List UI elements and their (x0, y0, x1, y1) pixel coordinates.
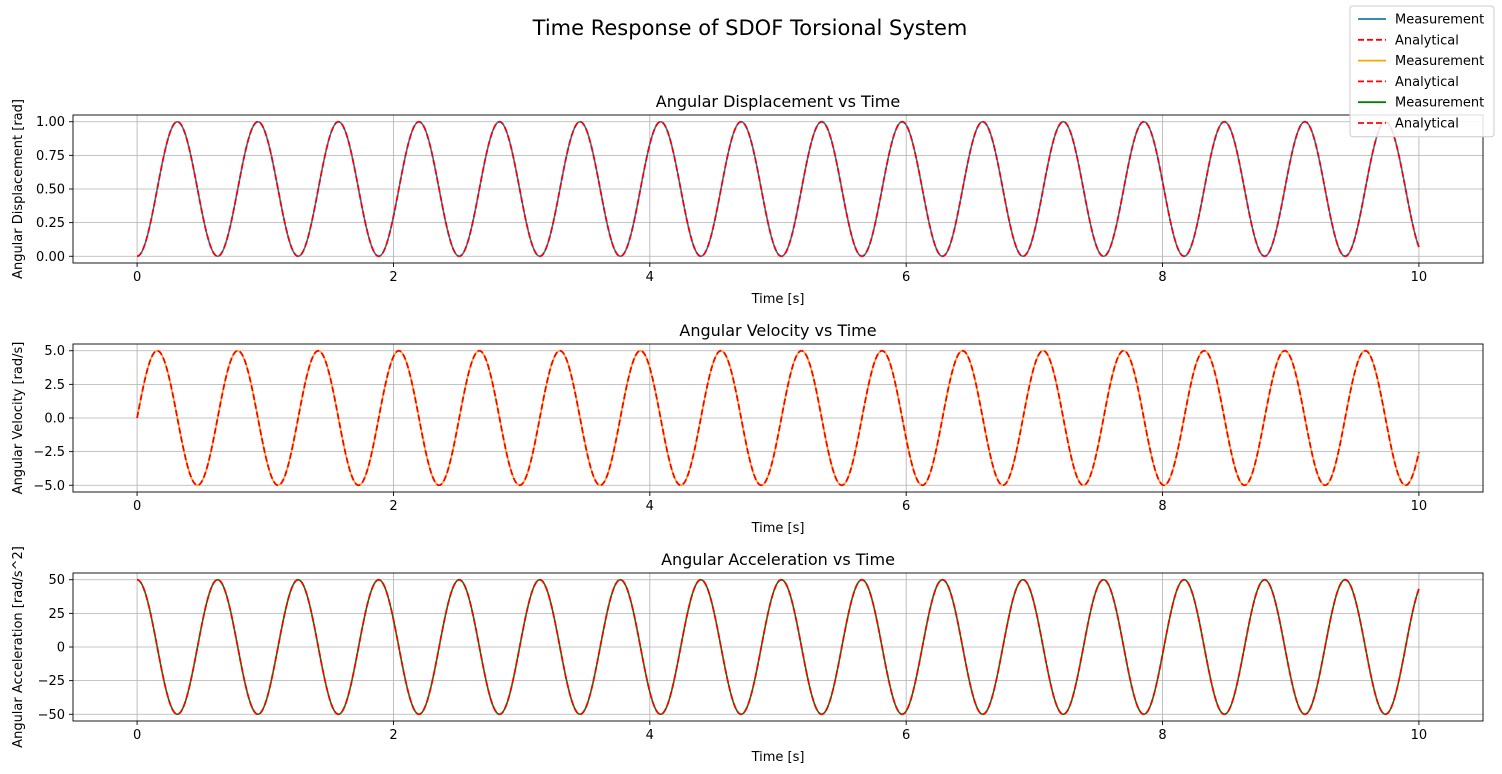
x-tick-label: 2 (389, 499, 397, 514)
y-tick-label: 0.25 (36, 216, 65, 231)
panel-acceleration: 0 2 4 6 8 10 −50 −25 0 25 50 Angular Acceleration v… (11, 546, 1484, 765)
y-tick-label: 0.00 (36, 250, 65, 265)
y-tick-label: 2.5 (44, 378, 65, 393)
y-axis-label: Angular Acceleration [rad/s^2] (11, 546, 26, 748)
legend-entry: Measurement (1358, 96, 1484, 111)
legend-label: Analytical (1395, 75, 1459, 90)
y-tick-label: 25 (48, 607, 65, 622)
x-axis-label: Time [s] (751, 292, 805, 307)
x-tick-label: 6 (902, 499, 910, 514)
x-tick-label: 4 (646, 270, 654, 285)
panel-title: Angular Acceleration vs Time (661, 550, 895, 569)
y-tick-label: −5.0 (33, 479, 65, 494)
legend-box (1349, 5, 1495, 138)
panel-title: Angular Velocity vs Time (679, 321, 876, 340)
y-tick-label: 50 (48, 573, 65, 588)
x-tick-label: 6 (902, 728, 910, 743)
x-tick-label: 0 (133, 270, 141, 285)
legend: Measurement Analytical Measurement Analytic… (1349, 5, 1495, 138)
x-tick-label: 4 (646, 728, 654, 743)
x-tick-label: 10 (1411, 728, 1428, 743)
x-axis-label: Time [s] (751, 750, 805, 765)
y-tick-label: −50 (38, 708, 65, 723)
x-axis-label: Time [s] (751, 521, 805, 536)
x-tick-label: 2 (389, 270, 397, 285)
x-tick-label: 8 (1158, 728, 1166, 743)
series-line-analytical (136, 120, 1420, 258)
y-tick-label: 0.75 (36, 149, 65, 164)
legend-entry: Measurement (1358, 13, 1484, 28)
y-tick-label: 0.0 (44, 412, 65, 427)
panel-velocity: 0 2 4 6 8 10 −5.0 −2.5 0.0 2.5 5.0 Angular Velocity… (11, 321, 1484, 536)
x-tick-label: 6 (902, 270, 910, 285)
x-tick-label: 10 (1411, 270, 1428, 285)
legend-label: Measurement (1395, 13, 1484, 28)
y-tick-label: 1.00 (36, 115, 65, 130)
x-tick-label: 0 (133, 499, 141, 514)
panel-title: Angular Displacement vs Time (656, 92, 900, 111)
x-tick-label: 2 (389, 728, 397, 743)
y-tick-label: 5.0 (44, 344, 65, 359)
series-line-analytical (136, 578, 1420, 716)
x-tick-label: 0 (133, 728, 141, 743)
figure-suptitle: Time Response of SDOF Torsional System (532, 16, 968, 40)
legend-label: Measurement (1395, 96, 1484, 111)
legend-entry: Analytical (1358, 33, 1459, 48)
legend-label: Analytical (1395, 117, 1459, 132)
legend-entry: Measurement (1358, 54, 1484, 69)
y-tick-label: −25 (38, 674, 65, 689)
legend-entry: Analytical (1358, 117, 1459, 132)
y-tick-label: 0.50 (36, 183, 65, 198)
legend-label: Analytical (1395, 33, 1459, 48)
y-axis-label: Angular Displacement [rad] (11, 99, 26, 279)
legend-label: Measurement (1395, 54, 1484, 69)
x-tick-label: 8 (1158, 270, 1166, 285)
y-tick-label: −2.5 (33, 445, 65, 460)
x-tick-label: 4 (646, 499, 654, 514)
panel-displacement: 0 2 4 6 8 10 0.00 0.25 0.50 0.75 1.00 Angular Displ… (11, 92, 1484, 307)
x-tick-label: 8 (1158, 499, 1166, 514)
series-line-analytical (136, 349, 1420, 487)
y-axis-label: Angular Velocity [rad/s] (11, 342, 26, 495)
legend-entry: Analytical (1358, 75, 1459, 90)
x-tick-label: 10 (1411, 499, 1428, 514)
y-tick-label: 0 (57, 641, 65, 656)
